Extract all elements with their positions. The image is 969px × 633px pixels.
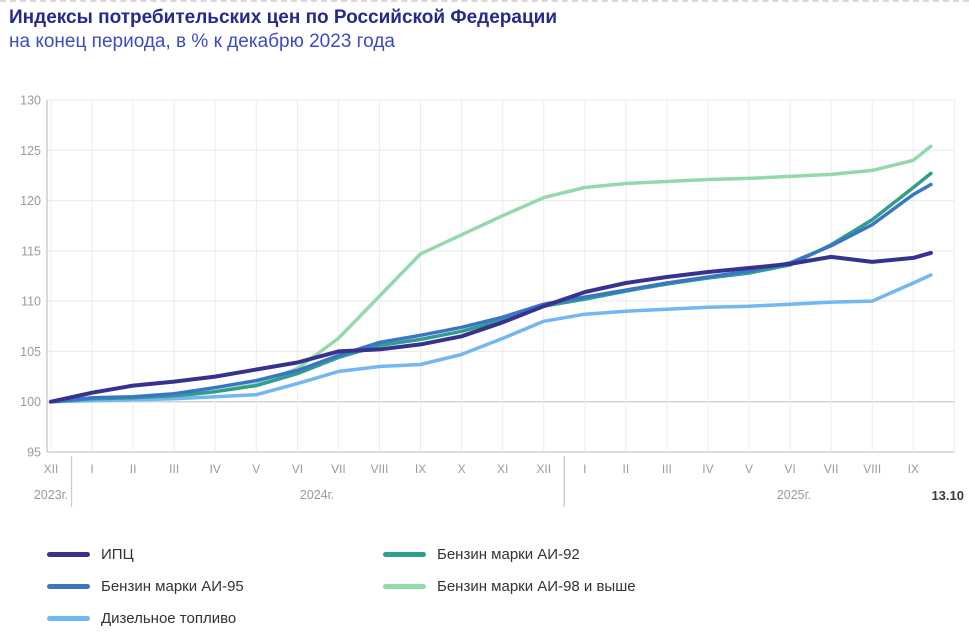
- legend-swatch-diesel: [47, 615, 90, 621]
- chart-header: Индексы потребительских цен по Российско…: [9, 5, 557, 54]
- legend-swatch-ai92: [383, 551, 426, 557]
- series-line-diesel: [49, 273, 933, 404]
- x-axis-month-label: VI: [292, 462, 303, 476]
- series-line-ai95: [49, 182, 933, 404]
- x-axis-month-label: V: [252, 462, 260, 476]
- x-axis-month-label: IV: [210, 462, 221, 476]
- x-axis-month-label: VIII: [863, 462, 881, 476]
- series-line-ai98: [49, 144, 933, 404]
- y-axis-tick-label: 120: [20, 194, 41, 208]
- legend-label-ipc: ИПЦ: [101, 545, 134, 563]
- y-axis-tick-label: 125: [20, 144, 41, 158]
- series-line-ipc: [49, 250, 933, 404]
- y-axis-tick-label: 130: [20, 94, 41, 108]
- legend-item-ai98: Бензин марки АИ-98 и выше: [383, 577, 636, 595]
- legend-item-ipc: ИПЦ: [47, 545, 134, 563]
- chart-subtitle: на конец периода, в % к декабрю 2023 год…: [9, 31, 395, 52]
- legend-label-ai98: Бензин марки АИ-98 и выше: [437, 577, 636, 595]
- x-axis-month-label: I: [90, 462, 93, 476]
- x-axis-month-label: XI: [497, 462, 508, 476]
- chart-legend: ИПЦ Бензин марки АИ-92 Бензин марки АИ-95 Б…: [0, 538, 969, 633]
- legend-swatch-ai98: [383, 583, 426, 589]
- x-axis-month-label: I: [583, 462, 586, 476]
- y-axis-tick-label: 110: [21, 295, 41, 309]
- x-axis-month-label: X: [458, 462, 466, 476]
- final-date-label: 13.10: [931, 488, 964, 503]
- x-axis-month-label: III: [662, 462, 672, 476]
- x-axis-year-label: 2023г.: [34, 488, 68, 502]
- x-axis-month-label: V: [745, 462, 753, 476]
- x-axis-month-label: IV: [702, 462, 713, 476]
- legend-item-ai95: Бензин марки АИ-95: [47, 577, 244, 595]
- y-axis-tick-label: 100: [20, 395, 41, 409]
- x-axis-month-label: VII: [331, 462, 346, 476]
- legend-label-diesel: Дизельное топливо: [101, 609, 237, 627]
- legend-item-ai92: Бензин марки АИ-92: [383, 545, 580, 563]
- legend-label-ai92: Бензин марки АИ-92: [437, 545, 580, 563]
- x-axis-month-label: VIII: [370, 462, 388, 476]
- series-line-ai92: [49, 171, 933, 404]
- x-axis-month-label: IX: [415, 462, 426, 476]
- y-axis-tick-label: 95: [27, 446, 41, 460]
- x-axis-month-label: XII: [536, 462, 551, 476]
- top-crop-edge: [0, 0, 969, 2]
- y-axis-tick-label: 115: [21, 244, 41, 258]
- x-axis-month-label: XII: [44, 462, 59, 476]
- legend-item-diesel: Дизельное топливо: [47, 609, 237, 627]
- x-axis-year-label: 2024г.: [300, 488, 334, 502]
- legend-label-ai95: Бензин марки АИ-95: [101, 577, 244, 595]
- x-axis-month-label: II: [623, 462, 630, 476]
- legend-swatch-ai95: [47, 583, 90, 589]
- x-axis-month-label: II: [130, 462, 137, 476]
- x-axis-year-label: 2025г.: [777, 488, 811, 502]
- x-axis-month-label: VII: [824, 462, 839, 476]
- x-axis-month-label: VI: [784, 462, 795, 476]
- chart-title: Индексы потребительских цен по Российско…: [9, 7, 557, 28]
- x-axis-month-label: III: [169, 462, 179, 476]
- y-axis-tick-label: 105: [20, 345, 41, 359]
- legend-swatch-ipc: [47, 551, 90, 557]
- x-axis-month-label: IX: [908, 462, 919, 476]
